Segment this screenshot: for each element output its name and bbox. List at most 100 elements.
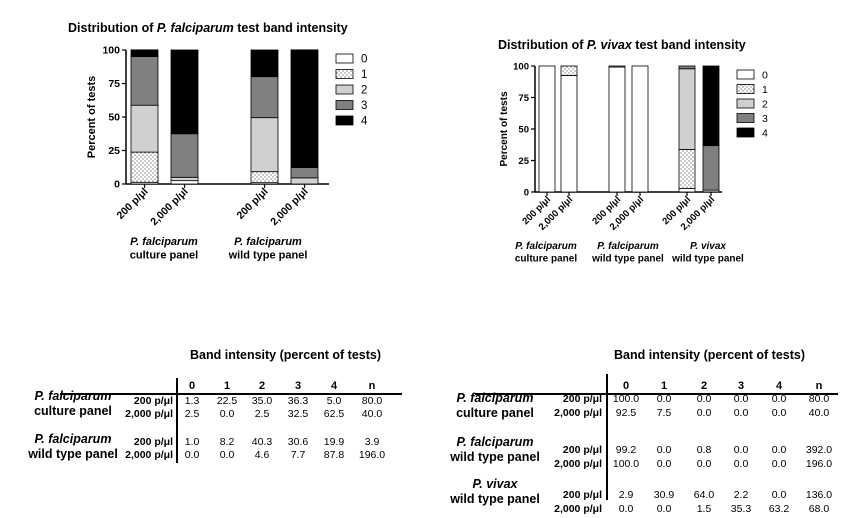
bar-segment — [678, 68, 696, 150]
bar-segment — [170, 176, 199, 182]
column-header: 0 — [622, 380, 630, 392]
table-cell: 196.0 — [805, 458, 833, 470]
table-cell: 392.0 — [805, 444, 833, 456]
x-tick-label: 2,000 p/μl — [148, 186, 190, 228]
concentration-label: 200 p/μl — [562, 393, 602, 405]
concentration-label: 2,000 p/μl — [554, 407, 602, 419]
bar-segment — [170, 133, 199, 178]
table-cell: 0.0 — [733, 407, 749, 419]
y-tick-label: 100 — [102, 45, 120, 57]
concentration-label: 200 p/μl — [562, 444, 602, 456]
bar-segment — [290, 49, 319, 168]
column-header: 3 — [294, 380, 302, 392]
bar-segment — [702, 65, 720, 147]
bar-segment — [538, 65, 556, 193]
legend-swatch — [736, 84, 755, 94]
table-cell: 2.5 — [184, 408, 200, 420]
y-axis-label: Percent of tests — [499, 91, 510, 166]
legend-swatch — [335, 100, 354, 110]
table-cell: 99.2 — [615, 444, 637, 456]
chart-1-title: Distribution of P. falciparum test band … — [68, 21, 348, 35]
column-header: 3 — [737, 380, 745, 392]
bar-segment — [170, 49, 199, 135]
table-2-title: Band intensity (percent of tests) — [614, 348, 805, 362]
bar-segment — [130, 56, 159, 106]
table-cell: 0.8 — [696, 444, 712, 456]
table-cell: 0.0 — [771, 489, 787, 501]
concentration-label: 2,000 p/μl — [125, 408, 173, 420]
legend-label: 4 — [762, 128, 768, 140]
bar-segment — [560, 65, 578, 76]
group-label: P. falciparum wild type panel — [450, 435, 540, 464]
table-cell: 0.0 — [618, 503, 634, 515]
group-label-line2: culture panel — [515, 254, 577, 265]
bar-segment — [678, 65, 696, 70]
x-tick-label: 2,000 p/μl — [268, 186, 310, 228]
table-cell: 0.0 — [733, 393, 749, 405]
bar-segment — [250, 171, 279, 184]
column-header: 4 — [330, 380, 338, 392]
table-cell: 0.0 — [696, 407, 712, 419]
table-cell: 36.3 — [287, 395, 309, 407]
table-cell: 100.0 — [612, 393, 640, 405]
table-cell: 0.0 — [771, 458, 787, 470]
table-cell: 196.0 — [358, 449, 386, 461]
y-tick-label: 0 — [524, 188, 529, 199]
group-label-line1: P. falciparum — [597, 241, 659, 252]
legend-swatch — [736, 69, 755, 80]
bar-segment — [290, 177, 319, 185]
group-label-line1: P. falciparum — [234, 236, 302, 248]
table-cell: 22.5 — [216, 395, 238, 407]
group-label-line2: wild type panel — [591, 254, 664, 265]
column-header: 1 — [660, 380, 668, 392]
table-divider-vertical — [606, 374, 608, 500]
table-1-title: Band intensity (percent of tests) — [190, 348, 381, 362]
column-header: 1 — [223, 380, 231, 392]
table-cell: 92.5 — [615, 407, 637, 419]
group-label-line1: P. falciparum — [130, 236, 198, 248]
y-axis-label: Percent of tests — [86, 76, 98, 159]
y-tick-label: 50 — [518, 125, 529, 136]
table-cell: 40.0 — [361, 408, 383, 420]
table-cell: 80.0 — [361, 395, 383, 407]
bar-segment — [130, 49, 159, 57]
table-cell: 19.9 — [323, 436, 345, 448]
legend-label: 0 — [762, 70, 768, 82]
table-cell: 0.0 — [656, 458, 672, 470]
concentration-label: 200 p/μl — [133, 395, 173, 407]
concentration-label: 200 p/μl — [133, 436, 173, 448]
bar-segment — [608, 65, 626, 68]
table-cell: 0.0 — [733, 444, 749, 456]
table-cell: 0.0 — [656, 503, 672, 515]
table-divider-horizontal — [475, 393, 838, 395]
table-cell: 32.5 — [287, 408, 309, 420]
legend-swatch — [736, 113, 755, 123]
table-cell: 30.6 — [287, 436, 309, 448]
table-cell: 1.5 — [696, 503, 712, 515]
table-cell: 2.2 — [733, 489, 749, 501]
table-cell: 4.6 — [254, 449, 270, 461]
table-cell: 0.0 — [656, 393, 672, 405]
table-cell: 30.9 — [653, 489, 675, 501]
table-cell: 0.0 — [184, 449, 200, 461]
legend-swatch — [335, 53, 354, 64]
table-cell: 0.0 — [696, 393, 712, 405]
column-header: n — [368, 380, 376, 392]
table-cell: 0.0 — [771, 444, 787, 456]
concentration-label: 2,000 p/μl — [125, 449, 173, 461]
bar-segment — [678, 149, 696, 189]
group-label: P. falciparum wild type panel — [28, 432, 118, 461]
table-cell: 7.7 — [290, 449, 306, 461]
y-tick-label: 75 — [108, 78, 120, 90]
column-header: 2 — [700, 380, 708, 392]
bar-segment — [290, 167, 319, 179]
table-cell: 8.2 — [219, 436, 235, 448]
legend-swatch — [736, 98, 755, 109]
legend-label: 3 — [361, 100, 367, 112]
y-tick-label: 75 — [518, 93, 529, 104]
table-divider-horizontal — [60, 393, 402, 395]
table-cell: 0.0 — [771, 393, 787, 405]
bar-segment — [250, 49, 279, 78]
table-cell: 40.0 — [808, 407, 830, 419]
table-cell: 3.9 — [364, 436, 380, 448]
